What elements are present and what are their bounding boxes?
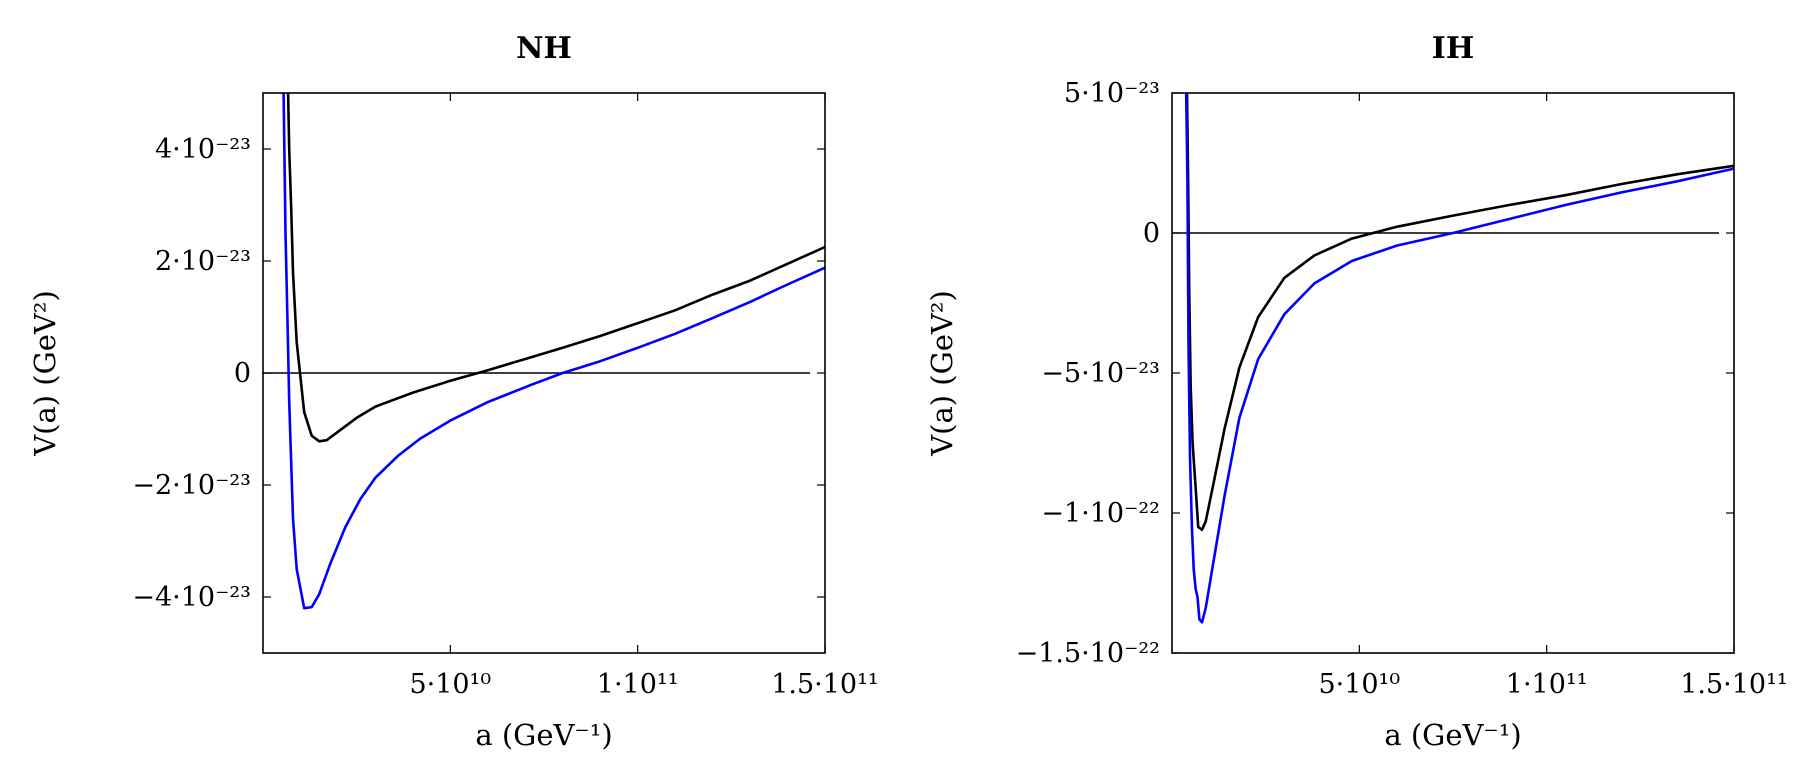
y-tick-label: −1.5·10⁻²² [1016, 638, 1160, 669]
chart-panel-ih: 5·10¹⁰ 1·10¹¹ 1.5·10¹¹ −1.5·10⁻²² −1·10⁻²² −5… [925, 31, 1788, 752]
y-axis-label: V(a) (GeV²) [925, 290, 959, 457]
series-line-0 [1185, 93, 1734, 532]
y-axis-label: V(a) (GeV²) [28, 290, 62, 457]
chart-panel-nh: 5·10¹⁰ 1·10¹¹ 1.5·10¹¹ −4·10⁻²³ −2·10⁻²³ 0 2·1… [28, 31, 879, 752]
x-tick-label: 1·10¹¹ [1506, 669, 1588, 700]
plot-frame [1171, 92, 1735, 654]
x-tick-label: 1·10¹¹ [597, 669, 679, 700]
y-tick-label: 0 [234, 358, 251, 389]
x-tick-label: 5·10¹⁰ [1318, 669, 1400, 700]
x-axis-label: a (GeV⁻¹) [475, 718, 612, 752]
y-tick-label: −4·10⁻²³ [132, 582, 251, 613]
y-tick-label: 0 [1143, 218, 1160, 249]
y-tick-label: −2·10⁻²³ [132, 470, 251, 501]
chart-title: IH [1432, 31, 1474, 66]
x-tick-label: 1.5·10¹¹ [1680, 669, 1788, 700]
y-tick-label: 4·10⁻²³ [155, 134, 251, 165]
x-tick-label: 1.5·10¹¹ [771, 669, 879, 700]
y-tick-label: −5·10⁻²³ [1041, 358, 1160, 389]
series-line-1 [1184, 93, 1734, 624]
x-tick-label: 5·10¹⁰ [409, 669, 491, 700]
y-tick-label: 5·10⁻²³ [1064, 78, 1160, 109]
x-axis-label: a (GeV⁻¹) [1384, 718, 1521, 752]
series-line-0 [286, 93, 825, 443]
y-tick-label: 2·10⁻²³ [155, 246, 251, 277]
series-line-1 [282, 93, 825, 610]
chart-title: NH [516, 31, 572, 66]
y-tick-label: −1·10⁻²² [1041, 498, 1160, 529]
